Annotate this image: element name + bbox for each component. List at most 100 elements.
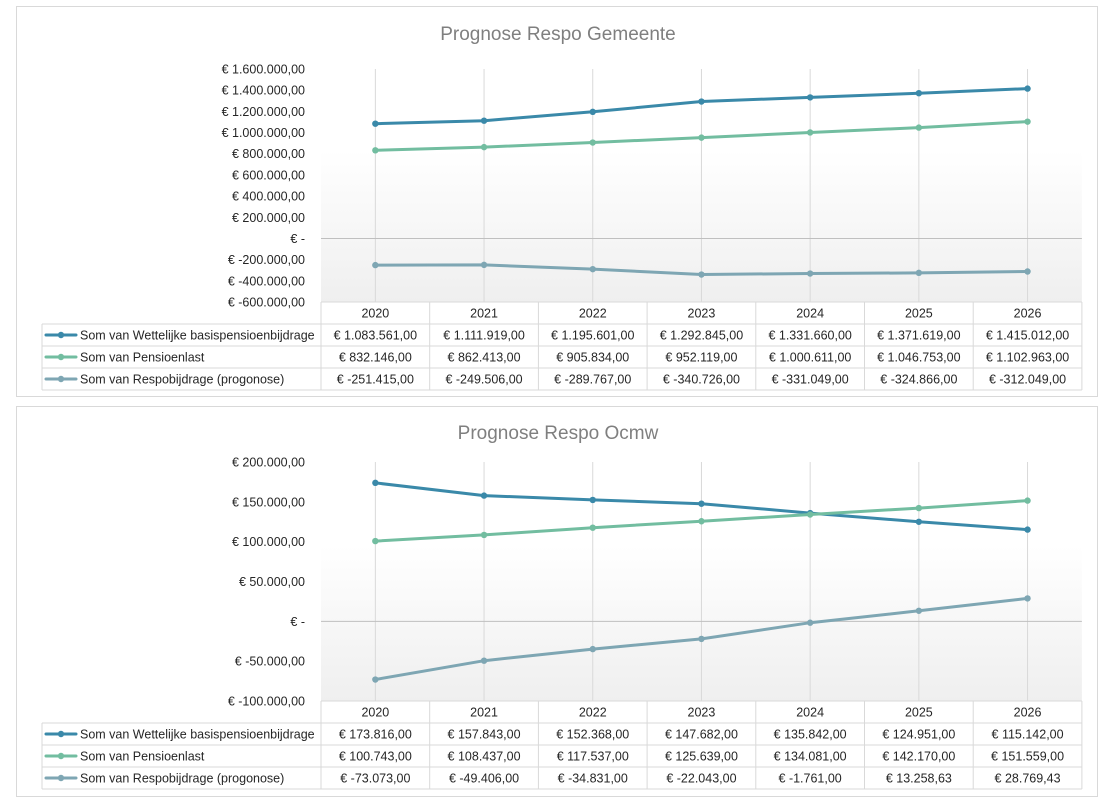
y-tick-label: € - <box>290 615 305 629</box>
data-label-pensioenlast-2023: € 125.639,00 <box>665 750 738 764</box>
data-point-respobijdrage-2023 <box>698 271 705 278</box>
data-label-wettelijke-2026: € 1.415.012,00 <box>986 329 1069 343</box>
x-tick-label: 2024 <box>796 706 824 720</box>
data-label-wettelijke-2025: € 124.951,00 <box>882 728 955 742</box>
data-label-wettelijke-2024: € 1.331.660,00 <box>768 329 851 343</box>
data-label-respobijdrage-2024: € -1.761,00 <box>779 772 842 786</box>
y-tick-label: € -100.000,00 <box>228 695 305 709</box>
legend-label-pensioenlast: Som van Pensioenlast <box>80 351 205 365</box>
x-tick-label: 2025 <box>905 706 933 720</box>
x-tick-label: 2021 <box>470 706 498 720</box>
data-point-pensioenlast-2020 <box>372 537 379 545</box>
data-point-respobijdrage-2025 <box>915 607 923 614</box>
legend-label-wettelijke: Som van Wettelijke basispensioenbijdrage <box>80 728 315 742</box>
data-point-respobijdrage-2020 <box>372 676 379 683</box>
data-label-respobijdrage-2022: € -34.831,00 <box>558 772 628 786</box>
data-label-pensioenlast-2020: € 832.146,00 <box>339 351 412 365</box>
data-point-pensioenlast-2021 <box>480 143 488 151</box>
data-point-wettelijke-2023 <box>698 500 705 507</box>
legend-marker-respobijdrage <box>57 375 65 383</box>
data-point-wettelijke-2025 <box>915 89 923 97</box>
data-label-wettelijke-2023: € 147.682,00 <box>665 728 738 742</box>
data-point-pensioenlast-2024 <box>806 511 814 518</box>
data-label-respobijdrage-2025: € 13.258,63 <box>886 772 952 786</box>
data-point-wettelijke-2026 <box>1024 526 1031 533</box>
data-point-wettelijke-2022 <box>589 108 596 116</box>
y-tick-label: € 200.000,00 <box>232 211 305 225</box>
legend-marker-pensioenlast <box>57 353 65 361</box>
data-point-pensioenlast-2025 <box>915 504 923 512</box>
data-label-pensioenlast-2025: € 1.046.753,00 <box>877 351 960 365</box>
y-tick-label: € 150.000,00 <box>232 495 305 509</box>
y-tick-label: € 200.000,00 <box>232 456 305 470</box>
data-label-respobijdrage-2022: € -289.767,00 <box>554 373 631 387</box>
data-label-pensioenlast-2024: € 134.081,00 <box>774 750 847 764</box>
data-point-pensioenlast-2024 <box>806 129 814 136</box>
data-label-wettelijke-2026: € 115.142,00 <box>992 728 1064 742</box>
data-point-respobijdrage-2026 <box>1024 268 1031 275</box>
chart-title: Prognose Respo Ocmw <box>458 423 659 444</box>
data-label-wettelijke-2025: € 1.371.619,00 <box>877 329 960 343</box>
x-tick-label: 2022 <box>579 706 607 720</box>
data-label-pensioenlast-2021: € 862.413,00 <box>448 351 521 365</box>
data-point-respobijdrage-2025 <box>915 269 923 277</box>
data-point-wettelijke-2020 <box>372 120 379 127</box>
y-tick-label: € 1.400.000,00 <box>222 84 305 98</box>
data-point-respobijdrage-2026 <box>1024 595 1031 602</box>
data-table: 2020 2021 2022 2023 2024 2025 2026 Som van Wett… <box>41 301 1083 391</box>
y-tick-label: € -200.000,00 <box>228 253 305 267</box>
data-label-pensioenlast-2024: € 1.000.611,00 <box>769 351 852 365</box>
chart-ocmw: Prognose Respo Ocmw € 200.000,00 € 150.000… <box>41 423 1083 790</box>
data-point-respobijdrage-2021 <box>480 261 488 269</box>
data-label-wettelijke-2021: € 1.111.919,00 <box>443 329 525 343</box>
data-label-respobijdrage-2023: € -340.726,00 <box>663 373 740 387</box>
y-tick-label: € 100.000,00 <box>232 535 305 549</box>
x-tick-label: 2026 <box>1014 706 1042 720</box>
x-tick-label: 2023 <box>688 706 716 720</box>
legend-label-respobijdrage: Som van Respobijdrage (progonose) <box>80 772 284 786</box>
legend-label-wettelijke: Som van Wettelijke basispensioenbijdrage <box>80 329 315 343</box>
y-tick-label: € 1.000.000,00 <box>222 126 305 140</box>
data-point-pensioenlast-2021 <box>480 531 488 539</box>
x-tick-label: 2024 <box>796 307 824 321</box>
data-label-pensioenlast-2026: € 151.559,00 <box>991 750 1064 764</box>
data-point-pensioenlast-2020 <box>372 147 379 154</box>
y-tick-label: € - <box>290 232 305 246</box>
data-point-pensioenlast-2023 <box>698 134 705 141</box>
data-label-respobijdrage-2021: € -249.506,00 <box>445 373 522 387</box>
x-tick-label: 2020 <box>361 307 389 321</box>
x-tick-label: 2021 <box>470 307 498 321</box>
data-point-wettelijke-2026 <box>1024 85 1031 92</box>
data-point-wettelijke-2024 <box>806 94 814 101</box>
data-label-respobijdrage-2025: € -324.866,00 <box>880 373 957 387</box>
legend-marker-wettelijke <box>57 730 65 738</box>
data-point-pensioenlast-2022 <box>589 139 596 146</box>
data-label-respobijdrage-2024: € -331.049,00 <box>772 373 849 387</box>
data-point-respobijdrage-2024 <box>806 619 814 626</box>
y-tick-label: € 1.200.000,00 <box>222 105 305 119</box>
data-point-respobijdrage-2022 <box>589 645 596 653</box>
data-point-respobijdrage-2023 <box>698 635 705 643</box>
data-label-pensioenlast-2023: € 952.119,00 <box>665 351 737 365</box>
y-tick-label: € -400.000,00 <box>228 274 305 288</box>
data-point-pensioenlast-2023 <box>698 518 705 525</box>
y-tick-label: € 800.000,00 <box>232 147 305 161</box>
x-tick-label: 2020 <box>361 706 389 720</box>
x-tick-label: 2026 <box>1014 307 1042 321</box>
data-label-wettelijke-2020: € 1.083.561,00 <box>334 329 417 343</box>
y-tick-label: € 600.000,00 <box>232 168 305 182</box>
data-point-pensioenlast-2025 <box>915 124 923 131</box>
y-tick-label: € -50.000,00 <box>235 655 305 669</box>
data-label-wettelijke-2023: € 1.292.845,00 <box>660 329 743 343</box>
data-label-wettelijke-2022: € 1.195.601,00 <box>551 329 634 343</box>
data-table: 2020 2021 2022 2023 2024 2025 2026 Som van Wett… <box>41 700 1083 790</box>
x-tick-label: 2025 <box>905 307 933 321</box>
data-label-pensioenlast-2022: € 117.537,00 <box>557 750 629 764</box>
legend-marker-pensioenlast <box>57 752 65 760</box>
data-point-wettelijke-2022 <box>589 496 596 504</box>
data-label-pensioenlast-2026: € 1.102.963,00 <box>986 351 1069 365</box>
data-label-respobijdrage-2021: € -49.406,00 <box>449 772 519 786</box>
data-point-wettelijke-2021 <box>480 117 488 124</box>
chart-panel-gemeente: Prognose Respo Gemeente € 1.600.000,00 € 1… <box>16 6 1098 397</box>
x-tick-label: 2022 <box>579 307 607 321</box>
